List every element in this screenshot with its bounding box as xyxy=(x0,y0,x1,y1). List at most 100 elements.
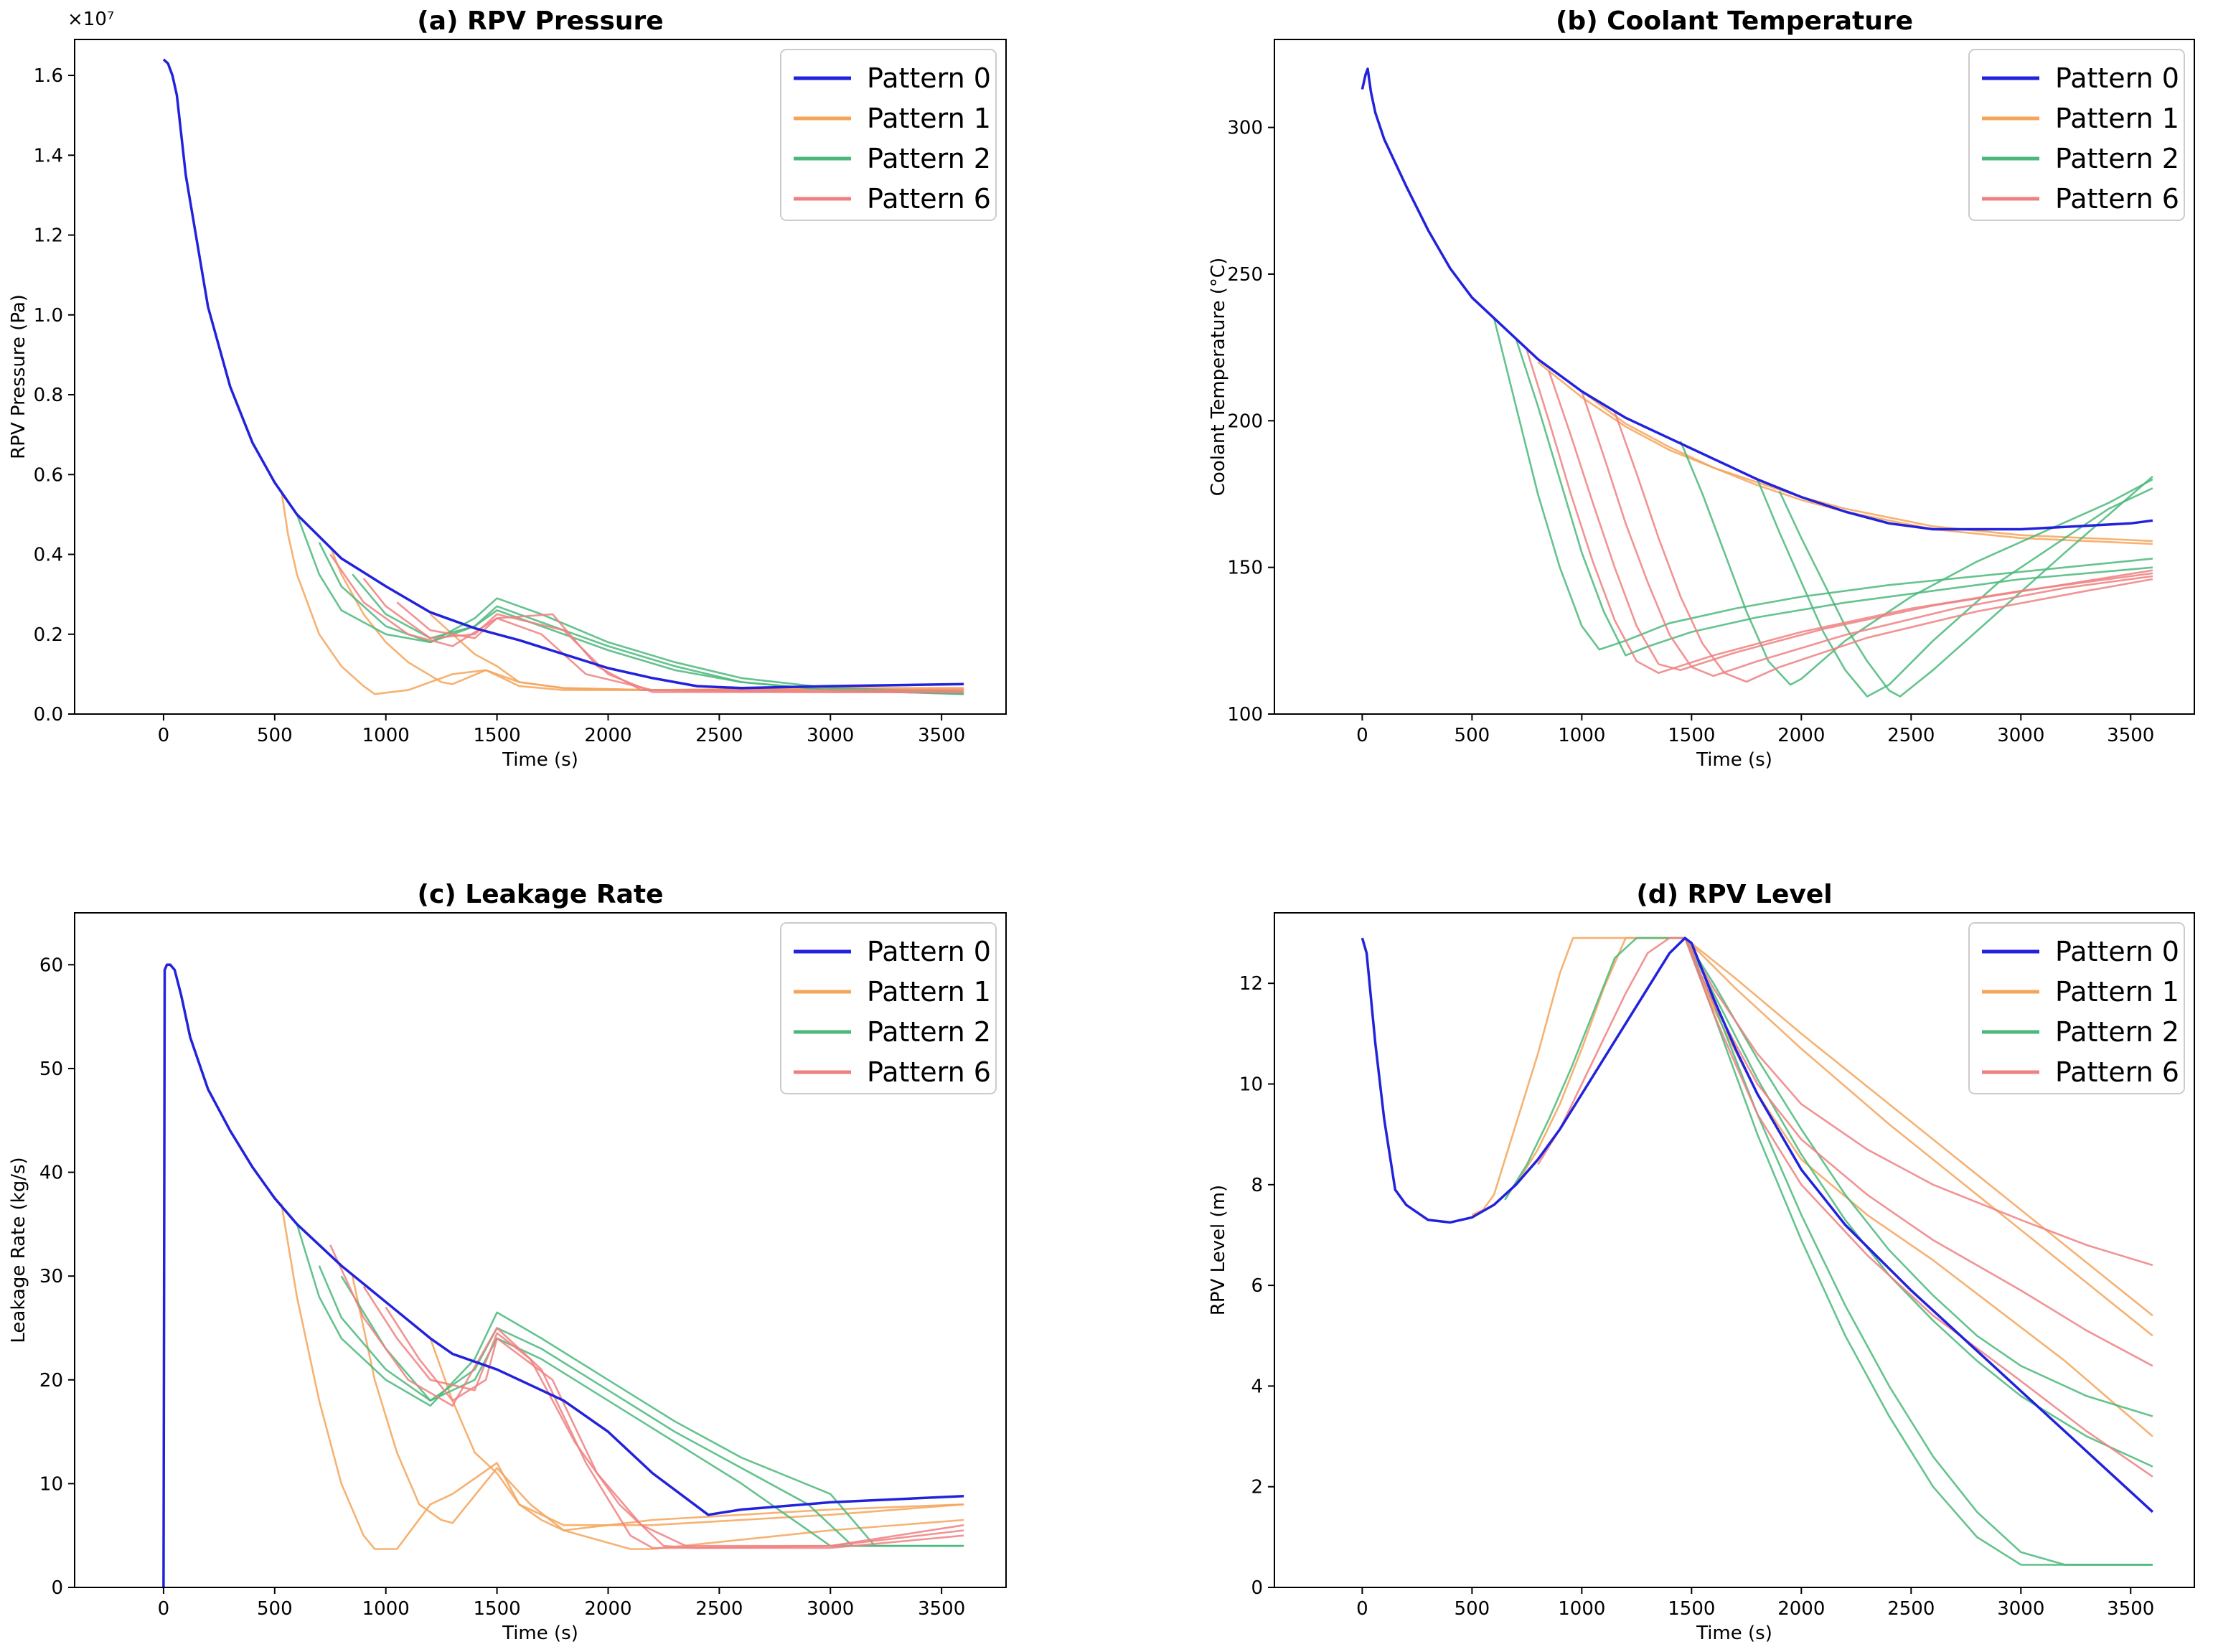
y-tick-label: 20 xyxy=(39,1370,63,1391)
x-axis-label: Time (s) xyxy=(502,749,578,771)
x-tick-label: 500 xyxy=(257,1598,293,1620)
x-tick-label: 2500 xyxy=(695,725,743,746)
legend-box xyxy=(780,922,997,1094)
y-tick-label: 2 xyxy=(1251,1477,1263,1498)
series-line-pattern-6 xyxy=(385,1306,964,1547)
series-line-pattern-2 xyxy=(340,1275,964,1547)
y-tick-label: 4 xyxy=(1251,1376,1263,1397)
x-axis-label: Time (s) xyxy=(502,1623,578,1644)
series-line-pattern-6 xyxy=(1683,937,2153,1478)
y-tick-label: 150 xyxy=(1227,558,1263,579)
y-tick-label: 1.0 xyxy=(34,305,63,327)
series-line-pattern-6 xyxy=(362,578,964,693)
x-tick-label: 3500 xyxy=(918,1598,965,1620)
legend-entry: Pattern 2 xyxy=(2055,1016,2179,1048)
x-tick-label: 2000 xyxy=(584,725,631,746)
y-axis-label: RPV Pressure (Pa) xyxy=(8,294,29,459)
legend-entry: Pattern 0 xyxy=(867,62,991,94)
series-line-pattern-0 xyxy=(162,963,964,1587)
x-tick-label: 1000 xyxy=(362,725,410,746)
legend: Pattern 0 Pattern 1 Pattern 2 Pattern 6 xyxy=(780,49,997,221)
y-axis-label: RPV Level (m) xyxy=(1208,1185,1229,1315)
y-tick-label: 50 xyxy=(39,1059,63,1080)
x-tick-label: 500 xyxy=(1455,725,1490,746)
plot-frame xyxy=(74,912,1007,1588)
series-group xyxy=(1361,67,2153,698)
legend-box xyxy=(1968,922,2185,1094)
x-tick-label: 1000 xyxy=(1558,1598,1605,1620)
legend-entry: Pattern 0 xyxy=(867,936,991,967)
panel-a: 0 500 1000 1500 2000 2500 3000 3500 0.0 0.2 0.4 0.6… xyxy=(8,6,1007,771)
y-tick-label: 250 xyxy=(1227,264,1263,286)
x-tick-label: 2000 xyxy=(584,1598,631,1620)
y-tick-label: 0.8 xyxy=(34,385,63,406)
legend-entry: Pattern 1 xyxy=(867,103,991,134)
series-line-pattern-0 xyxy=(162,58,964,690)
series-line-pattern-1 xyxy=(280,490,964,695)
plot-frame xyxy=(1274,39,2195,715)
series-line-pattern-1 xyxy=(280,1203,964,1550)
legend-entry: Pattern 6 xyxy=(2055,183,2179,215)
series-line-pattern-1 xyxy=(429,1338,964,1550)
series-line-pattern-6 xyxy=(1581,390,2153,677)
x-tick-label: 3500 xyxy=(918,725,965,746)
legend-entry: Pattern 0 xyxy=(2055,62,2179,94)
series-line-pattern-1 xyxy=(1471,937,2153,1317)
y-tick-label: 10 xyxy=(1239,1074,1263,1096)
series-line-pattern-6 xyxy=(396,601,964,693)
legend-entry: Pattern 6 xyxy=(867,1056,991,1088)
series-line-pattern-2 xyxy=(1515,338,2153,657)
plot-frame xyxy=(74,39,1007,715)
y-tick-label: 1.2 xyxy=(34,225,63,247)
series-line-pattern-2 xyxy=(352,573,964,695)
x-tick-label: 3000 xyxy=(807,1598,854,1620)
y-tick-label: 1.6 xyxy=(34,65,63,87)
legend-entry: Pattern 0 xyxy=(2055,936,2179,967)
y-tick-label: 0.0 xyxy=(34,704,63,726)
x-tick-label: 2000 xyxy=(1777,1598,1825,1620)
series-line-pattern-2 xyxy=(296,1224,964,1547)
chart-title: (c) Leakage Rate xyxy=(417,880,663,909)
y-tick-label: 100 xyxy=(1227,704,1263,726)
y-tick-label: 0.2 xyxy=(34,624,63,646)
x-tick-label: 2000 xyxy=(1777,725,1825,746)
x-tick-label: 3000 xyxy=(1997,725,2044,746)
x-tick-label: 1500 xyxy=(1668,1598,1715,1620)
legend-box xyxy=(780,49,997,221)
y-tick-label: 0 xyxy=(1251,1577,1263,1599)
series-line-pattern-2 xyxy=(1778,476,2153,698)
legend-entry: Pattern 2 xyxy=(867,1016,991,1048)
y-tick-label: 10 xyxy=(39,1473,63,1495)
legend-box xyxy=(1968,49,2185,221)
y-axis-label: Leakage Rate (kg/s) xyxy=(8,1157,29,1343)
y-tick-label: 6 xyxy=(1251,1275,1263,1297)
y-axis-label: Coolant Temperature (°C) xyxy=(1208,258,1229,496)
legend: Pattern 0 Pattern 1 Pattern 2 Pattern 6 xyxy=(1968,49,2185,221)
legend-entry: Pattern 6 xyxy=(2055,1056,2179,1088)
x-tick-label: 500 xyxy=(1455,1598,1490,1620)
chart-title: (a) RPV Pressure xyxy=(417,6,663,36)
series-line-pattern-1 xyxy=(1683,937,2153,1437)
y-tick-label: 0 xyxy=(51,1577,63,1599)
y-tick-label: 8 xyxy=(1251,1175,1263,1196)
series-line-pattern-1 xyxy=(329,545,964,691)
legend-entry: Pattern 1 xyxy=(867,976,991,1008)
x-tick-label: 1000 xyxy=(362,1598,410,1620)
x-tick-label: 1000 xyxy=(1558,725,1605,746)
chart-title: (d) RPV Level xyxy=(1636,880,1832,909)
x-axis-label: Time (s) xyxy=(1696,1623,1772,1644)
panel-c: 0 500 1000 1500 2000 2500 3000 3500 0 10 20 30 40 50 6… xyxy=(8,880,1007,1644)
y-tick-label: 1.4 xyxy=(34,145,63,166)
x-tick-label: 3000 xyxy=(807,725,854,746)
legend-entry: Pattern 6 xyxy=(867,183,991,215)
x-tick-label: 1500 xyxy=(474,725,521,746)
x-axis-label: Time (s) xyxy=(1696,749,1772,771)
legend: Pattern 0 Pattern 1 Pattern 2 Pattern 6 xyxy=(780,922,997,1094)
plot-frame xyxy=(1274,912,2195,1588)
x-tick-label: 2500 xyxy=(695,1598,743,1620)
x-tick-label: 1500 xyxy=(1668,725,1715,746)
y-tick-label: 0.6 xyxy=(34,464,63,486)
y-tick-label: 60 xyxy=(39,954,63,976)
series-line-pattern-1 xyxy=(351,1275,964,1531)
